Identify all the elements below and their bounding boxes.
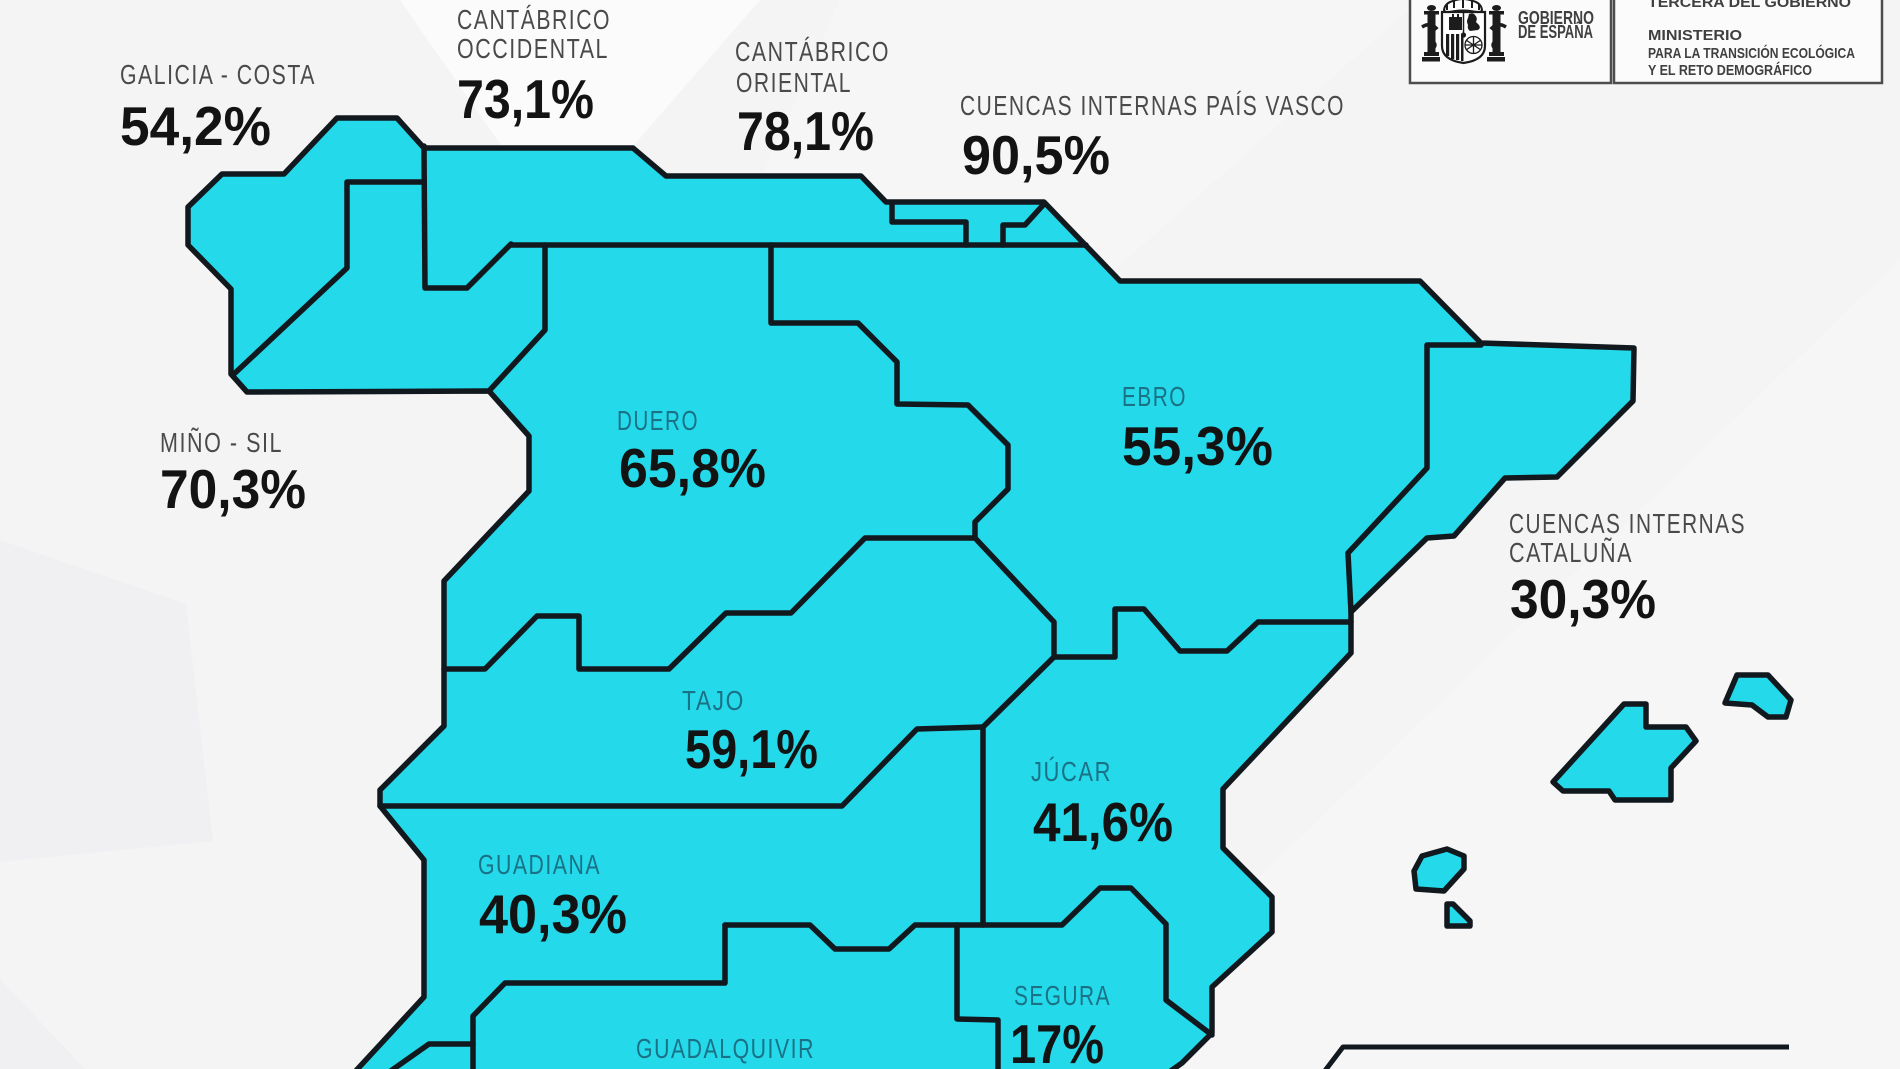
- svg-text:CATALUÑA: CATALUÑA: [1509, 537, 1633, 568]
- svg-text:OCCIDENTAL: OCCIDENTAL: [457, 33, 609, 64]
- svg-text:30,3%: 30,3%: [1510, 568, 1656, 630]
- svg-text:EBRO: EBRO: [1122, 381, 1187, 412]
- svg-text:GUADIANA: GUADIANA: [478, 849, 601, 880]
- svg-text:GOBIERNO: GOBIERNO: [1518, 8, 1594, 28]
- svg-text:CANTÁBRICO: CANTÁBRICO: [457, 4, 611, 35]
- svg-text:DE ESPAÑA: DE ESPAÑA: [1518, 21, 1593, 42]
- svg-text:65,8%: 65,8%: [619, 437, 766, 499]
- svg-text:55,3%: 55,3%: [1122, 415, 1273, 477]
- svg-text:90,5%: 90,5%: [962, 124, 1110, 186]
- svg-text:41,6%: 41,6%: [1033, 791, 1173, 853]
- svg-text:TERCERA DEL GOBIERNO: TERCERA DEL GOBIERNO: [1648, 0, 1851, 11]
- svg-text:70,3%: 70,3%: [160, 458, 306, 520]
- svg-text:ORIENTAL: ORIENTAL: [736, 67, 852, 98]
- svg-text:CUENCAS INTERNAS PAÍS VASCO: CUENCAS INTERNAS PAÍS VASCO: [960, 90, 1345, 121]
- svg-text:MINISTERIO: MINISTERIO: [1648, 27, 1742, 44]
- svg-text:TAJO: TAJO: [682, 685, 745, 716]
- svg-text:MIÑO - SIL: MIÑO - SIL: [160, 427, 283, 458]
- svg-text:17%: 17%: [1010, 1013, 1104, 1069]
- svg-text:CANTÁBRICO: CANTÁBRICO: [735, 36, 890, 67]
- svg-text:PARA LA TRANSICIÓN ECOLÓGICA: PARA LA TRANSICIÓN ECOLÓGICA: [1648, 44, 1855, 62]
- svg-text:59,1%: 59,1%: [685, 718, 818, 780]
- svg-text:54,2%: 54,2%: [120, 95, 271, 157]
- svg-text:JÚCAR: JÚCAR: [1031, 756, 1112, 787]
- svg-text:Y EL RETO DEMOGRÁFICO: Y EL RETO DEMOGRÁFICO: [1648, 62, 1812, 79]
- svg-text:DUERO: DUERO: [617, 405, 699, 436]
- svg-text:SEGURA: SEGURA: [1014, 980, 1111, 1011]
- svg-text:78,1%: 78,1%: [737, 100, 874, 162]
- svg-text:GUADALQUIVIR: GUADALQUIVIR: [636, 1033, 815, 1064]
- svg-text:73,1%: 73,1%: [457, 68, 594, 130]
- svg-text:CUENCAS INTERNAS: CUENCAS INTERNAS: [1509, 508, 1746, 539]
- svg-text:GALICIA - COSTA: GALICIA - COSTA: [120, 59, 316, 90]
- svg-text:40,3%: 40,3%: [479, 883, 627, 945]
